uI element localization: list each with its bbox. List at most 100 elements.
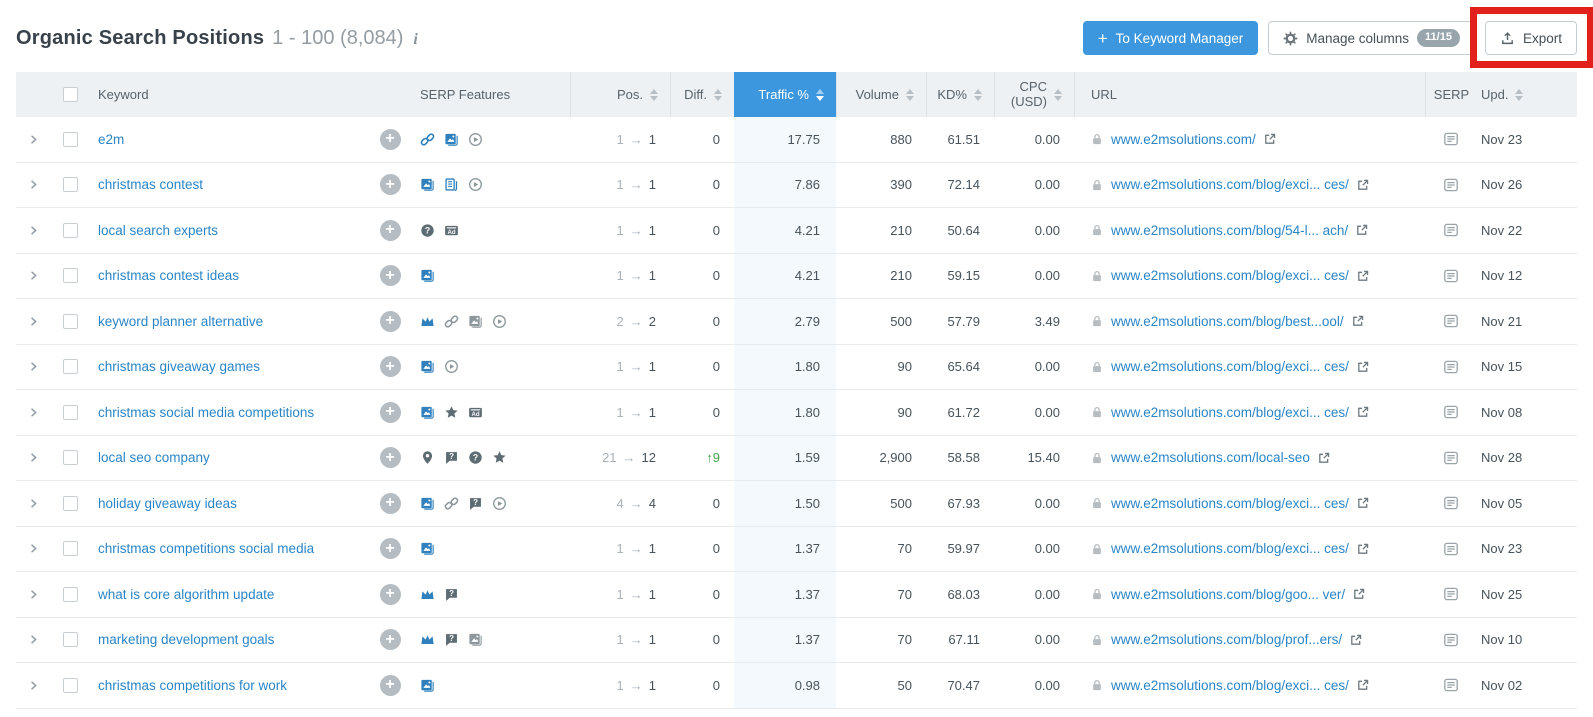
- keyword-link[interactable]: christmas competitions social media: [98, 541, 315, 557]
- expand-row-button[interactable]: [16, 481, 50, 526]
- row-checkbox[interactable]: [62, 177, 78, 193]
- add-keyword-button[interactable]: +: [379, 583, 401, 605]
- external-link-icon[interactable]: [1351, 314, 1365, 328]
- serp-snapshot-icon[interactable]: [1443, 268, 1459, 284]
- serp-snapshot-icon[interactable]: [1443, 541, 1459, 557]
- url-link[interactable]: www.e2msolutions.com/blog/exci... ces/: [1111, 541, 1349, 557]
- add-keyword-button[interactable]: +: [379, 401, 401, 423]
- add-keyword-button[interactable]: +: [379, 674, 401, 696]
- keyword-link[interactable]: local seo company: [98, 450, 210, 466]
- keyword-link[interactable]: holiday giveaway ideas: [98, 495, 237, 511]
- url-link[interactable]: www.e2msolutions.com/blog/exci... ces/: [1111, 495, 1349, 511]
- serp-snapshot-icon[interactable]: [1443, 359, 1459, 375]
- expand-row-button[interactable]: [16, 572, 50, 617]
- serp-snapshot-icon[interactable]: [1443, 450, 1459, 466]
- manage-columns-button[interactable]: Manage columns 11/15: [1268, 21, 1475, 55]
- expand-row-button[interactable]: [16, 117, 50, 162]
- keyword-link[interactable]: christmas contest: [98, 177, 204, 193]
- keyword-link[interactable]: christmas competitions for work: [98, 677, 288, 693]
- sort-toggle[interactable]: [816, 88, 824, 101]
- sort-toggle[interactable]: [974, 88, 982, 101]
- external-link-icon[interactable]: [1352, 587, 1366, 601]
- row-checkbox[interactable]: [62, 495, 78, 511]
- external-link-icon[interactable]: [1356, 405, 1370, 419]
- row-checkbox[interactable]: [62, 222, 78, 238]
- url-link[interactable]: www.e2msolutions.com/blog/54-l... ach/: [1111, 222, 1349, 238]
- keyword-link[interactable]: christmas contest ideas: [98, 268, 240, 284]
- add-keyword-button[interactable]: +: [379, 492, 401, 514]
- url-link[interactable]: www.e2msolutions.com/: [1111, 131, 1256, 147]
- external-link-icon[interactable]: [1356, 542, 1370, 556]
- keyword-link[interactable]: christmas giveaway games: [98, 359, 261, 375]
- serp-snapshot-icon[interactable]: [1443, 177, 1459, 193]
- expand-row-button[interactable]: [16, 663, 50, 708]
- row-checkbox[interactable]: [62, 677, 78, 693]
- header-traffic[interactable]: Traffic %: [734, 72, 836, 117]
- add-keyword-button[interactable]: +: [379, 447, 401, 469]
- expand-row-button[interactable]: [16, 254, 50, 299]
- url-link[interactable]: www.e2msolutions.com/blog/exci... ces/: [1111, 359, 1349, 375]
- expand-row-button[interactable]: [16, 390, 50, 435]
- export-button[interactable]: Export: [1484, 21, 1577, 55]
- expand-row-button[interactable]: [16, 436, 50, 481]
- sort-toggle[interactable]: [650, 88, 658, 101]
- serp-snapshot-icon[interactable]: [1443, 677, 1459, 693]
- external-link-icon[interactable]: [1349, 633, 1363, 647]
- expand-row-button[interactable]: [16, 163, 50, 208]
- external-link-icon[interactable]: [1356, 678, 1370, 692]
- add-keyword-button[interactable]: +: [379, 538, 401, 560]
- keyword-link[interactable]: christmas social media competitions: [98, 404, 315, 420]
- row-checkbox[interactable]: [62, 359, 78, 375]
- url-link[interactable]: www.e2msolutions.com/local-seo: [1111, 450, 1310, 466]
- url-link[interactable]: www.e2msolutions.com/blog/exci... ces/: [1111, 677, 1349, 693]
- serp-snapshot-icon[interactable]: [1443, 131, 1459, 147]
- header-pos[interactable]: Pos.: [570, 72, 670, 117]
- add-keyword-button[interactable]: +: [379, 629, 401, 651]
- url-link[interactable]: www.e2msolutions.com/blog/best...ool/: [1111, 313, 1344, 329]
- row-checkbox[interactable]: [62, 404, 78, 420]
- url-link[interactable]: www.e2msolutions.com/blog/exci... ces/: [1111, 404, 1349, 420]
- to-keyword-manager-button[interactable]: + To Keyword Manager: [1082, 21, 1259, 55]
- header-upd[interactable]: Upd.: [1477, 72, 1577, 117]
- serp-snapshot-icon[interactable]: [1443, 222, 1459, 238]
- add-keyword-button[interactable]: +: [379, 219, 401, 241]
- keyword-link[interactable]: e2m: [98, 131, 125, 147]
- row-checkbox[interactable]: [62, 541, 78, 557]
- header-kd[interactable]: KD%: [926, 72, 994, 117]
- add-keyword-button[interactable]: +: [379, 310, 401, 332]
- sort-toggle[interactable]: [1054, 88, 1062, 101]
- external-link-icon[interactable]: [1356, 178, 1370, 192]
- serp-snapshot-icon[interactable]: [1443, 632, 1459, 648]
- sort-toggle[interactable]: [1515, 88, 1524, 101]
- external-link-icon[interactable]: [1355, 223, 1369, 237]
- add-keyword-button[interactable]: +: [379, 128, 401, 150]
- expand-row-button[interactable]: [16, 345, 50, 390]
- external-link-icon[interactable]: [1356, 269, 1370, 283]
- row-checkbox[interactable]: [62, 313, 78, 329]
- keyword-link[interactable]: what is core algorithm update: [98, 586, 275, 602]
- keyword-link[interactable]: keyword planner alternative: [98, 313, 264, 329]
- sort-toggle[interactable]: [906, 88, 914, 101]
- serp-snapshot-icon[interactable]: [1443, 586, 1459, 602]
- row-checkbox[interactable]: [62, 586, 78, 602]
- url-link[interactable]: www.e2msolutions.com/blog/exci... ces/: [1111, 268, 1349, 284]
- keyword-link[interactable]: marketing development goals: [98, 632, 275, 648]
- expand-row-button[interactable]: [16, 618, 50, 663]
- row-checkbox[interactable]: [62, 632, 78, 648]
- row-checkbox[interactable]: [62, 131, 78, 147]
- expand-row-button[interactable]: [16, 527, 50, 572]
- serp-snapshot-icon[interactable]: [1443, 404, 1459, 420]
- add-keyword-button[interactable]: +: [379, 265, 401, 287]
- serp-snapshot-icon[interactable]: [1443, 495, 1459, 511]
- header-diff[interactable]: Diff.: [670, 72, 734, 117]
- select-all-checkbox[interactable]: [62, 87, 78, 102]
- header-volume[interactable]: Volume: [836, 72, 926, 117]
- external-link-icon[interactable]: [1356, 496, 1370, 510]
- serp-snapshot-icon[interactable]: [1443, 313, 1459, 329]
- expand-row-button[interactable]: [16, 208, 50, 253]
- external-link-icon[interactable]: [1263, 132, 1277, 146]
- url-link[interactable]: www.e2msolutions.com/blog/exci... ces/: [1111, 177, 1349, 193]
- sort-toggle[interactable]: [714, 88, 722, 101]
- info-icon[interactable]: i: [413, 30, 418, 48]
- url-link[interactable]: www.e2msolutions.com/blog/prof...ers/: [1111, 632, 1343, 648]
